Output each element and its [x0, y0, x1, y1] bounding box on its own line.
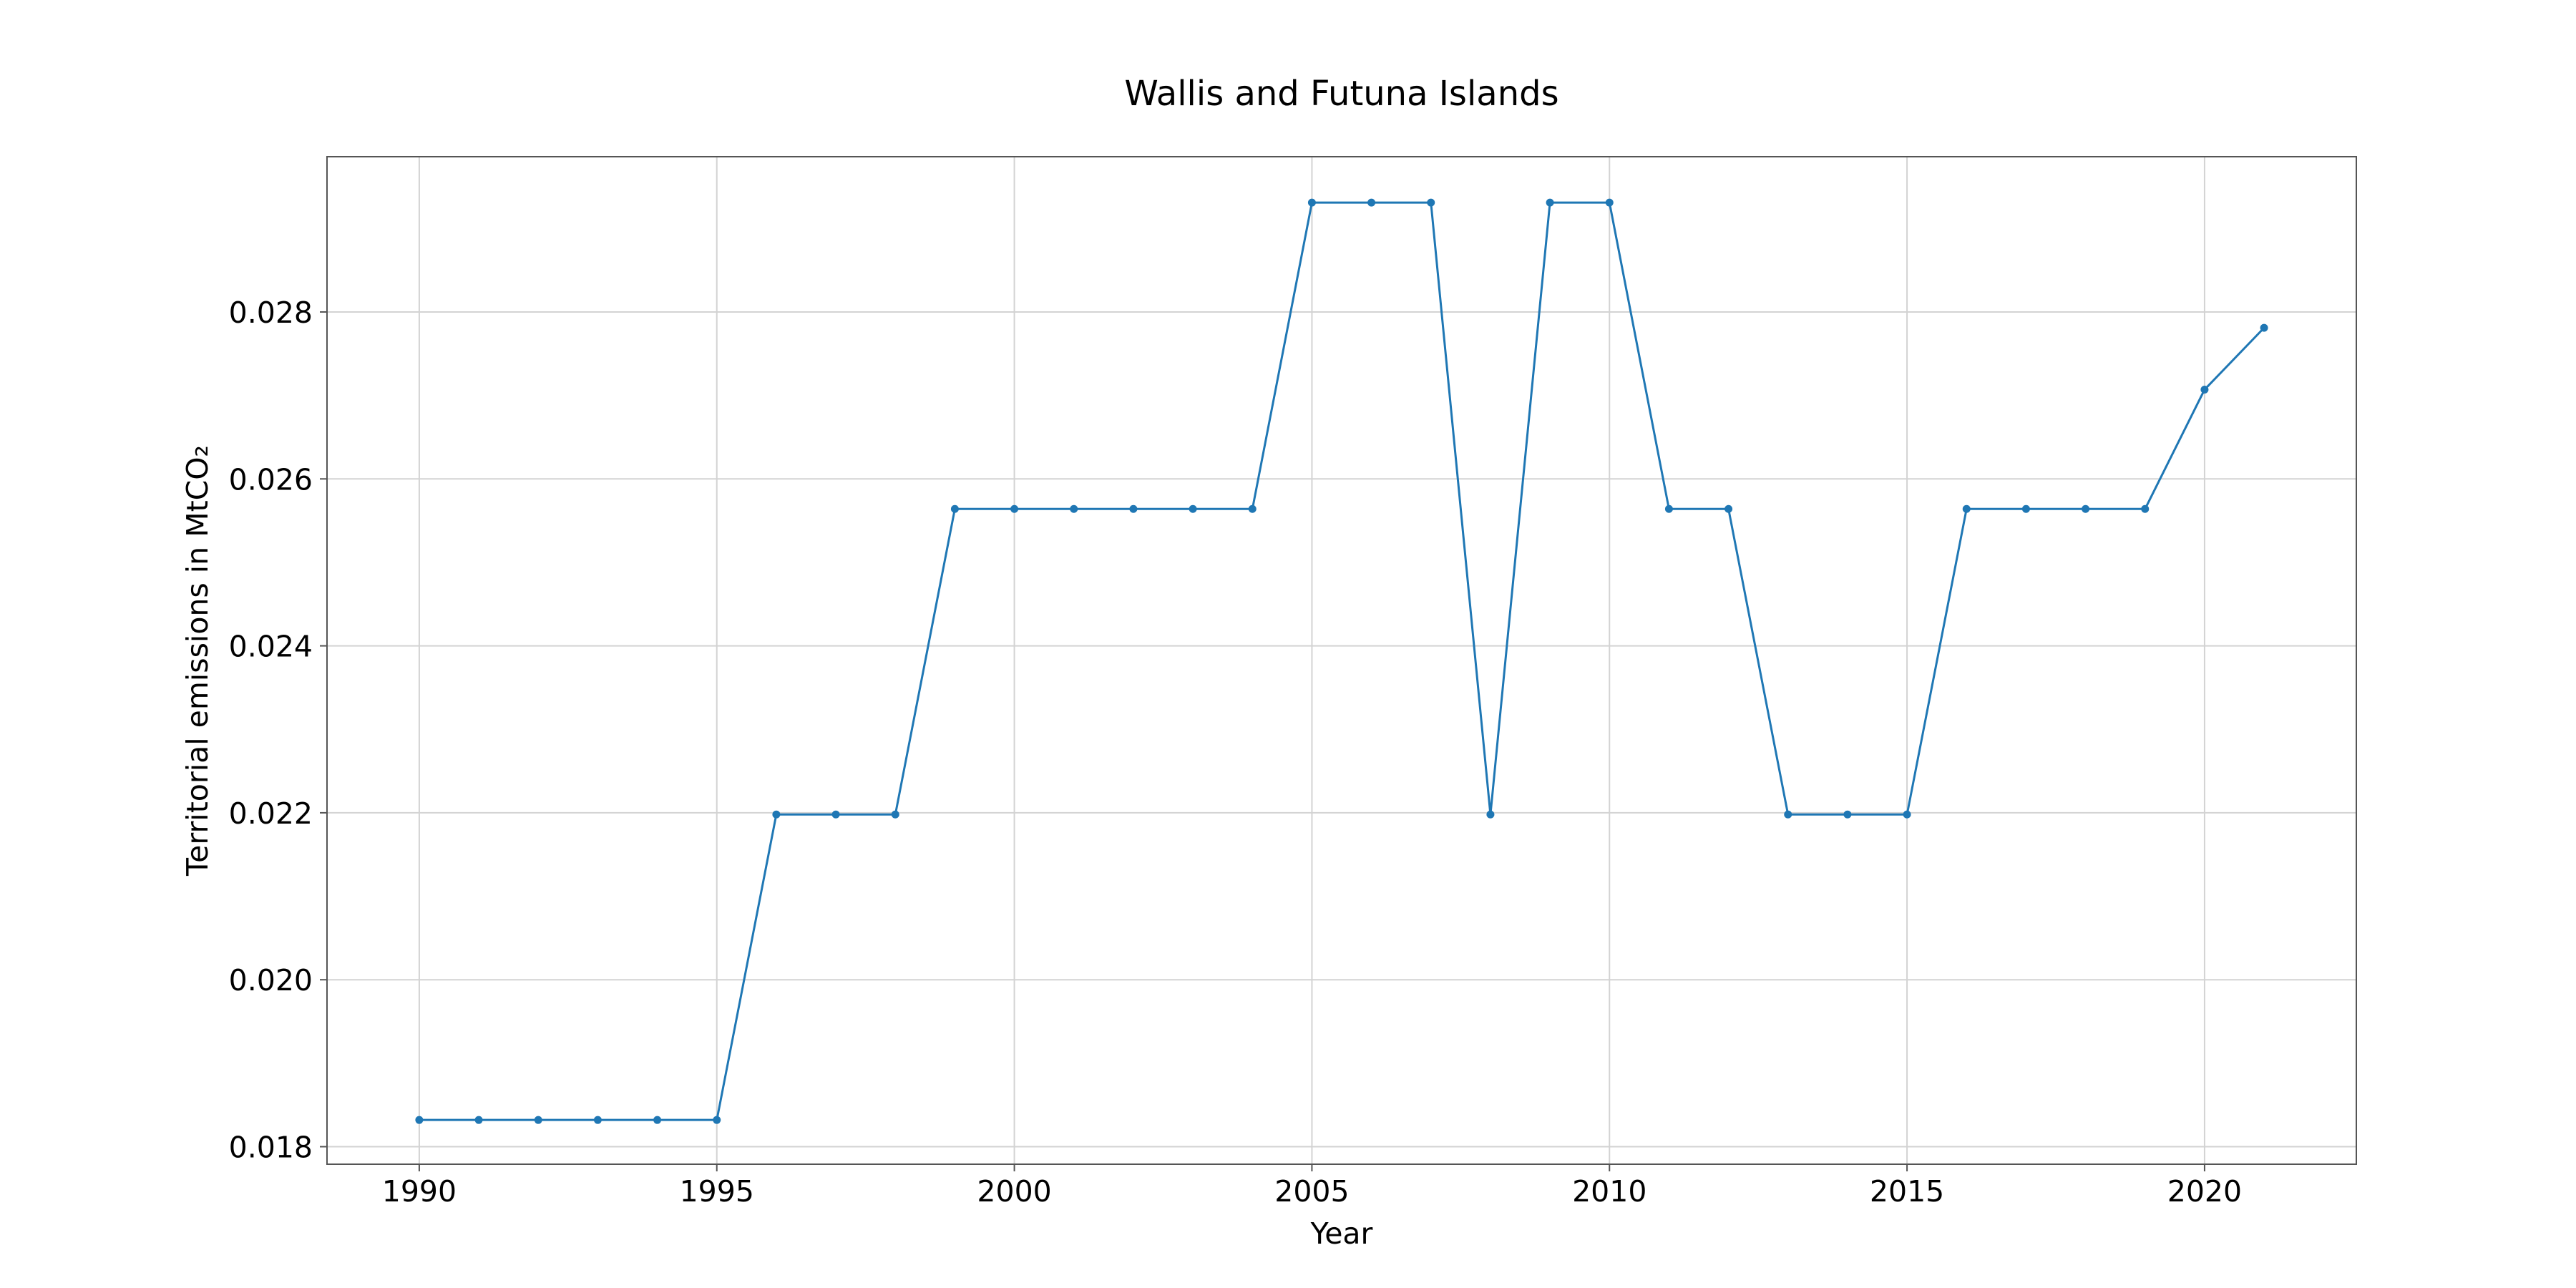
data-point: [1307, 198, 1316, 207]
x-tick-label: 1995: [680, 1174, 754, 1209]
data-point: [2021, 504, 2030, 513]
y-tick-label: 0.022: [229, 796, 313, 831]
data-point: [1843, 810, 1852, 819]
x-tick-label: 2005: [1274, 1174, 1349, 1209]
x-tick-label: 1990: [382, 1174, 457, 1209]
data-point: [1546, 198, 1554, 207]
data-point: [1724, 504, 1733, 513]
tick-labels: 1990 1995 2000 2005 2010 2015 2020 0.018 0.020 0.…: [229, 296, 2242, 1209]
data-point: [1248, 504, 1257, 513]
y-tick-label: 0.026: [229, 462, 313, 497]
data-point: [713, 1116, 721, 1124]
data-point: [1129, 504, 1138, 513]
plot-area-frame: [326, 156, 2357, 1165]
data-point: [1189, 504, 1197, 513]
data-point: [2082, 504, 2090, 513]
data-point: [1070, 504, 1078, 513]
x-tick-label: 2010: [1572, 1174, 1646, 1209]
y-tick-label: 0.018: [229, 1131, 313, 1165]
chart-title: Wallis and Futuna Islands: [1124, 74, 1558, 114]
x-tick-label: 2015: [1870, 1174, 1944, 1209]
data-point: [534, 1116, 542, 1124]
data-point: [653, 1116, 662, 1124]
series-group: [415, 198, 2268, 1124]
data-point: [1962, 504, 1971, 513]
data-point: [2200, 385, 2209, 394]
data-point: [1784, 810, 1792, 819]
data-point: [1367, 198, 1376, 207]
series-line: [419, 201, 2265, 1121]
data-point: [2260, 323, 2268, 332]
y-tick-label: 0.024: [229, 630, 313, 664]
data-point: [1010, 504, 1019, 513]
data-point: [891, 810, 899, 819]
y-tick-label: 0.028: [229, 296, 313, 330]
data-point: [831, 810, 840, 819]
y-axis-label: Territorial emissions in MtCO₂: [180, 445, 215, 877]
x-tick-label: 2000: [977, 1174, 1051, 1209]
data-point: [1903, 810, 1911, 819]
data-point: [1605, 198, 1614, 207]
data-point: [950, 504, 959, 513]
data-point: [772, 810, 781, 819]
data-point: [2141, 504, 2150, 513]
data-point: [1427, 198, 1435, 207]
y-tick-label: 0.020: [229, 963, 313, 997]
data-point: [415, 1116, 424, 1124]
data-point: [1486, 810, 1495, 819]
x-tick-label: 2020: [2167, 1174, 2242, 1209]
x-axis-label: Year: [1310, 1216, 1373, 1251]
grid: [327, 157, 2356, 1164]
data-point: [593, 1116, 602, 1124]
data-point: [474, 1116, 483, 1124]
data-point: [1664, 504, 1673, 513]
